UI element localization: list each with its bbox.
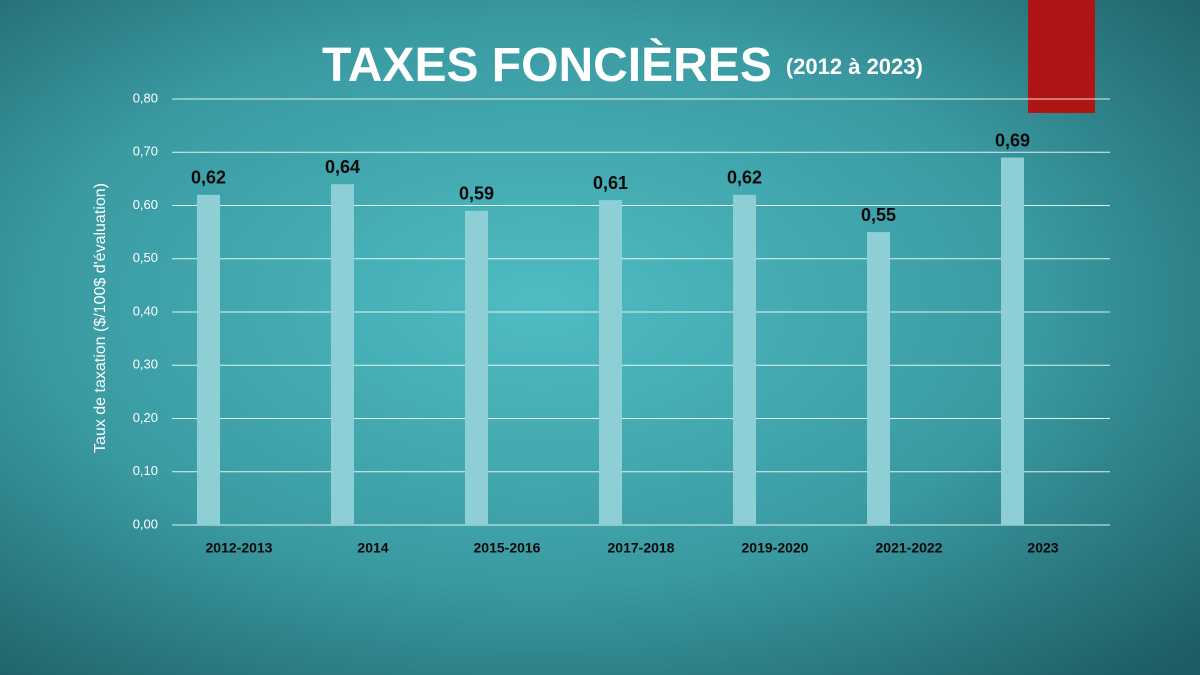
value-label: 0,61 xyxy=(593,173,628,193)
accent-block xyxy=(1028,0,1095,113)
y-tick-label: 0,80 xyxy=(133,90,158,105)
x-tick-label: 2019-2020 xyxy=(742,540,809,556)
y-tick-label: 0,30 xyxy=(133,357,158,372)
y-tick-label: 0,10 xyxy=(133,463,158,478)
y-tick-label: 0,20 xyxy=(133,410,158,425)
bar xyxy=(1001,157,1024,525)
value-label: 0,62 xyxy=(191,168,226,188)
x-tick-label: 2021-2022 xyxy=(876,540,943,556)
chart-subtitle: (2012 à 2023) xyxy=(786,54,923,79)
y-tick-label: 0,70 xyxy=(133,144,158,159)
x-tick-label: 2017-2018 xyxy=(608,540,675,556)
chart-title-group: TAXES FONCIÈRES (2012 à 2023) xyxy=(322,38,923,92)
x-tick-label: 2023 xyxy=(1027,540,1058,556)
y-tick-label: 0,40 xyxy=(133,303,158,318)
value-label: 0,59 xyxy=(459,184,494,204)
bar xyxy=(867,232,890,525)
y-axis-label: Taux de taxation ($/100$ d'évaluation) xyxy=(92,183,109,453)
chart-title: TAXES FONCIÈRES xyxy=(322,38,772,92)
bar xyxy=(331,184,354,525)
value-label: 0,69 xyxy=(995,130,1030,150)
y-tick-label: 0,60 xyxy=(133,197,158,212)
value-label: 0,62 xyxy=(727,168,762,188)
bar xyxy=(465,210,488,525)
x-tick-label: 2014 xyxy=(357,540,388,556)
bar xyxy=(197,194,220,525)
value-label: 0,55 xyxy=(861,205,896,225)
x-tick-label: 2015-2016 xyxy=(474,540,541,556)
y-tick-label: 0,50 xyxy=(133,250,158,265)
bar xyxy=(599,200,622,526)
value-label: 0,64 xyxy=(325,157,360,177)
x-tick-label: 2012-2013 xyxy=(206,540,273,556)
y-tick-label: 0,00 xyxy=(133,516,158,531)
bar xyxy=(733,194,756,525)
